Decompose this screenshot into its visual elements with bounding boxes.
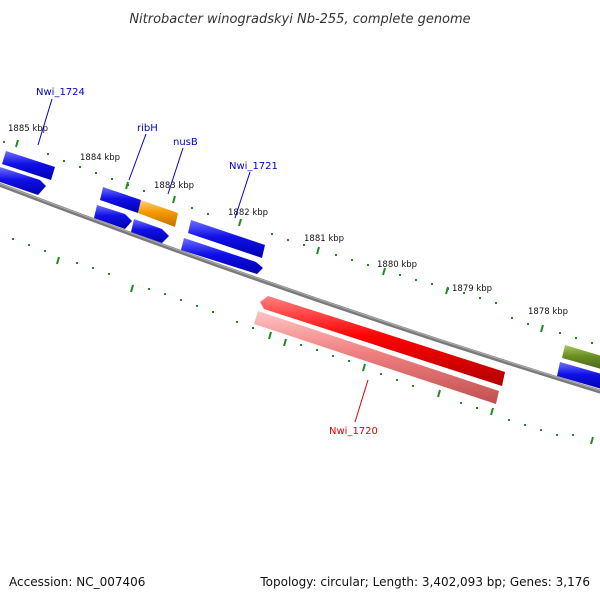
gene-right-edge-olive-bar[interactable] <box>562 345 600 370</box>
upper-major-ticks <box>15 139 544 333</box>
kbp-label-1878: 1878 kbp <box>528 307 568 317</box>
lower-major-ticks <box>56 256 594 445</box>
backbone-highlight <box>0 183 600 391</box>
gene-nwi1724-lower-arrow[interactable] <box>0 167 46 195</box>
gene-label-nwi1720[interactable]: Nwi_1720 <box>329 426 378 437</box>
kbp-label-1880: 1880 kbp <box>377 260 417 270</box>
gene-nwi1720[interactable] <box>254 296 505 404</box>
lower-tick-track <box>12 238 574 436</box>
map-title: Nitrobacter winogradskyi Nb-255, complet… <box>129 12 470 27</box>
accession-text: Accession: NC_007406 <box>9 575 145 589</box>
gene-nwi1724[interactable] <box>0 151 55 195</box>
genome-backbone <box>0 182 600 394</box>
gene-right-edge-blue-bar[interactable] <box>557 362 600 390</box>
gene-nwi1724-upper-bar[interactable] <box>2 151 55 180</box>
leader-nwi1721 <box>234 171 251 219</box>
gene-ribh-upper-bar[interactable] <box>100 187 141 213</box>
gene-label-ribh[interactable]: ribH <box>137 123 158 134</box>
kbp-label-1883: 1883 kbp <box>154 181 194 191</box>
kbp-label-1881: 1881 kbp <box>304 234 344 244</box>
kbp-label-1882: 1882 kbp <box>228 208 268 218</box>
gene-label-nusb[interactable]: nusB <box>173 137 198 148</box>
gene-nusb-lower-arrow[interactable] <box>131 219 169 243</box>
leader-nwi1724 <box>37 98 53 146</box>
leader-ribh <box>128 133 147 181</box>
gene-label-nwi1724[interactable]: Nwi_1724 <box>36 87 85 98</box>
kbp-label-1884: 1884 kbp <box>80 153 120 163</box>
gene-nwi1720-upper-arrow[interactable] <box>260 296 505 386</box>
gene-nwi1721[interactable] <box>181 220 265 274</box>
gene-label-nwi1721[interactable]: Nwi_1721 <box>229 161 278 172</box>
gene-nusb-upper-bar[interactable] <box>138 200 178 227</box>
gene-ribh-lower-arrow[interactable] <box>94 205 132 229</box>
gene-ribh[interactable] <box>94 187 141 229</box>
gene-nusb[interactable] <box>131 200 178 243</box>
gene-nwi1720-lower-bar[interactable] <box>254 311 499 404</box>
genome-summary-text: Topology: circular; Length: 3,402,093 bp… <box>259 575 590 589</box>
gene-nwi1721-lower-arrow[interactable] <box>181 238 263 274</box>
leader-nwi1720 <box>354 379 369 423</box>
gene-nwi1721-upper-bar[interactable] <box>188 220 265 258</box>
kbp-label-1879: 1879 kbp <box>452 284 492 294</box>
gene-right-edge[interactable] <box>557 345 600 390</box>
leader-nusb <box>167 147 184 195</box>
kbp-label-1885: 1885 kbp <box>8 124 48 134</box>
